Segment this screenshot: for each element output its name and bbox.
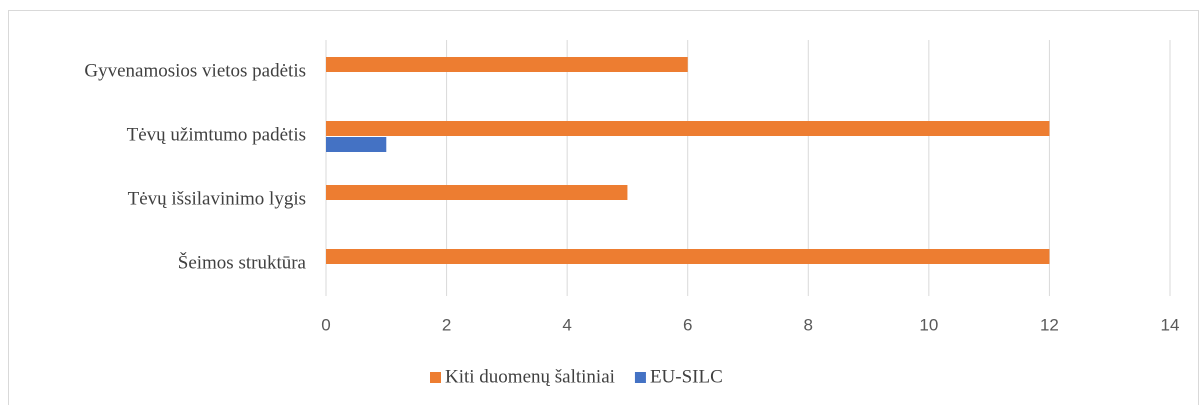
y-tick-label: Tėvų užimtumo padėtis bbox=[127, 124, 306, 145]
y-tick-label: Gyvenamosios vietos padėtis bbox=[84, 60, 306, 81]
bar bbox=[326, 121, 1050, 136]
y-tick-label: Tėvų išsilavinimo lygis bbox=[128, 188, 306, 209]
bar bbox=[326, 185, 628, 200]
x-tick-label: 10 bbox=[919, 315, 938, 334]
legend-swatch bbox=[634, 372, 646, 383]
legend-label: Kiti duomenų šaltiniai bbox=[445, 366, 615, 387]
x-tick-label: 2 bbox=[442, 315, 451, 334]
x-tick-label: 8 bbox=[804, 315, 813, 334]
x-tick-label: 4 bbox=[562, 315, 571, 334]
bar bbox=[326, 137, 387, 152]
bar bbox=[326, 57, 688, 72]
legend-label: EU-SILC bbox=[650, 366, 723, 387]
bar bbox=[326, 249, 1050, 264]
x-tick-label: 6 bbox=[683, 315, 692, 334]
x-tick-label: 12 bbox=[1040, 315, 1059, 334]
x-tick-label: 0 bbox=[321, 315, 330, 334]
chart-border bbox=[8, 10, 1199, 405]
x-tick-label: 14 bbox=[1161, 315, 1180, 334]
legend-swatch bbox=[430, 372, 441, 383]
y-tick-label: Šeimos struktūra bbox=[178, 251, 307, 273]
